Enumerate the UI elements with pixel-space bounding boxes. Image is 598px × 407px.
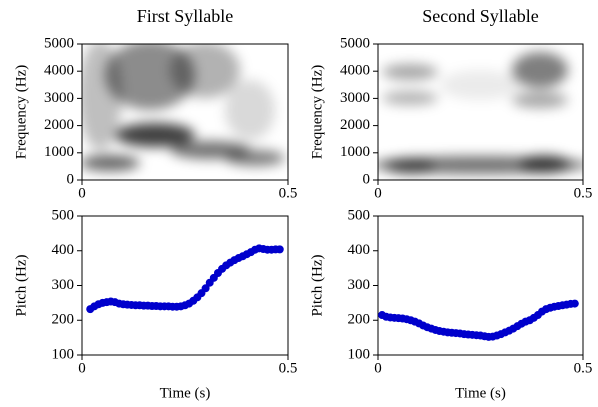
y-tick-label: 100	[52, 346, 75, 362]
chart-title: Second Syllable	[422, 6, 538, 26]
y-tick-label: 400	[52, 242, 75, 258]
y-tick-label: 500	[348, 207, 371, 223]
y-tick-label: 1000	[44, 144, 74, 160]
x-tick-label: 0	[374, 360, 382, 376]
y-axis-label: Pitch (Hz)	[13, 254, 29, 316]
y-tick-label: 5000	[340, 35, 370, 51]
y-tick-label: 0	[67, 171, 75, 187]
pitch-point	[570, 299, 579, 308]
x-axis-label: Time (s)	[160, 385, 211, 401]
y-tick-label: 1000	[340, 144, 370, 160]
y-tick-label: 2000	[44, 117, 74, 133]
y-axis-label: Pitch (Hz)	[309, 254, 325, 316]
spectrogram-image	[82, 44, 285, 171]
y-tick-label: 400	[348, 242, 371, 258]
chart-title: First Syllable	[137, 6, 234, 26]
x-tick-label: 0.5	[279, 360, 298, 376]
y-tick-label: 3000	[44, 90, 74, 106]
plot-frame	[81, 215, 289, 356]
y-tick-label: 300	[348, 277, 371, 293]
y-tick-label: 200	[52, 312, 75, 328]
x-tick-label: 0	[78, 360, 86, 376]
plot-frame	[81, 43, 289, 181]
pitch-point	[201, 284, 210, 293]
y-tick-label: 4000	[44, 63, 74, 79]
x-tick-label: 0.5	[574, 185, 593, 201]
y-tick-label: 200	[348, 312, 371, 328]
x-tick-label: 0.5	[574, 360, 593, 376]
x-axis-label: Time (s)	[455, 385, 506, 401]
spectrogram-image	[378, 52, 583, 174]
plot-frame	[377, 43, 584, 181]
x-tick-label: 0.5	[279, 185, 298, 201]
y-tick-label: 100	[348, 346, 371, 362]
y-tick-label: 300	[52, 277, 75, 293]
y-tick-label: 0	[363, 171, 371, 187]
x-tick-label: 0	[374, 185, 382, 201]
y-axis-label: Frequency (Hz)	[309, 65, 325, 160]
pitch-point	[275, 245, 284, 254]
y-axis-label: Frequency (Hz)	[13, 65, 29, 160]
y-tick-label: 3000	[340, 90, 370, 106]
y-tick-label: 500	[52, 207, 75, 223]
y-tick-label: 5000	[44, 35, 74, 51]
y-tick-label: 4000	[340, 63, 370, 79]
y-tick-label: 2000	[340, 117, 370, 133]
x-tick-label: 0	[78, 185, 86, 201]
